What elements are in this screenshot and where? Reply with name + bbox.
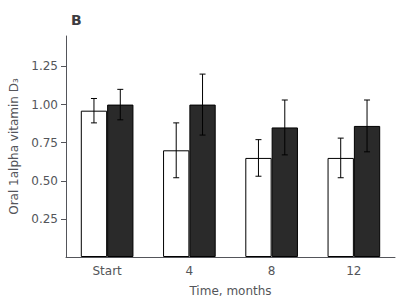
- svg-text:1.00: 1.00: [31, 98, 58, 112]
- svg-text:4: 4: [186, 264, 194, 278]
- svg-text:12: 12: [346, 264, 361, 278]
- svg-text:8: 8: [268, 264, 276, 278]
- svg-text:0.50: 0.50: [31, 174, 58, 188]
- svg-text:0.25: 0.25: [31, 212, 58, 226]
- svg-text:Oral 1alpha vitamin D₃: Oral 1alpha vitamin D₃: [7, 78, 21, 215]
- svg-text:B: B: [71, 12, 82, 28]
- svg-text:0.75: 0.75: [31, 136, 58, 150]
- svg-text:Time, months: Time, months: [188, 284, 271, 298]
- svg-text:1.25: 1.25: [31, 59, 58, 73]
- svg-text:Start: Start: [92, 264, 122, 278]
